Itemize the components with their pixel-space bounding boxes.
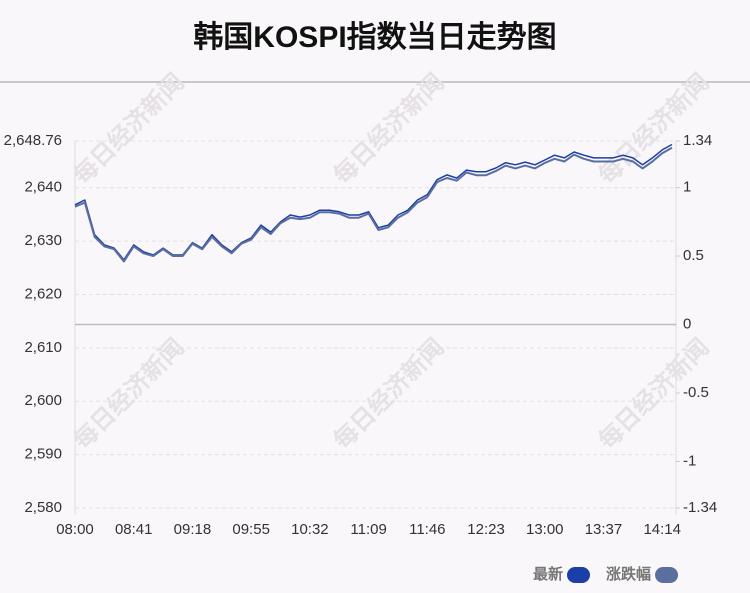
y-tick-label: 2,620 — [24, 285, 62, 302]
y-tick-label: 2,610 — [24, 339, 62, 356]
legend-swatch — [655, 567, 679, 583]
y2-tick-label: 0 — [683, 315, 691, 332]
y-tick-label: 2,630 — [24, 232, 62, 249]
x-tick-label: 09:55 — [232, 521, 270, 538]
x-tick-label: 08:00 — [56, 521, 94, 538]
x-tick-label: 10:32 — [291, 521, 329, 538]
legend-label: 最新 — [533, 565, 563, 583]
y-tick-label: 2,648.76 — [4, 132, 62, 149]
x-tick-label: 08:41 — [115, 521, 153, 538]
y-tick-label: 2,590 — [24, 446, 62, 463]
x-tick-label: 09:18 — [174, 521, 212, 538]
x-tick-label: 11:09 — [350, 521, 386, 538]
x-tick-label: 14:14 — [643, 521, 681, 538]
y-tick-label: 2,580 — [24, 499, 62, 516]
legend-swatch — [567, 567, 591, 583]
y2-tick-label: 0.5 — [683, 247, 704, 264]
series-line — [74, 146, 673, 263]
y2-tick-label: -1.34 — [683, 499, 717, 516]
y2-tick-label: -0.5 — [683, 384, 709, 401]
x-tick-label: 11:46 — [409, 521, 445, 538]
x-tick-label: 13:00 — [526, 521, 564, 538]
y2-tick-label: -1 — [683, 452, 696, 469]
x-tick-label: 12:23 — [467, 521, 505, 538]
y-tick-label: 2,600 — [24, 392, 62, 409]
chart-title: 韩国KOSPI指数当日走势图 — [193, 21, 556, 54]
legend-label: 涨跌幅 — [606, 565, 651, 583]
y-tick-label: 2,640 — [24, 179, 62, 196]
y2-tick-label: 1.34 — [683, 132, 712, 149]
x-tick-label: 13:37 — [585, 521, 623, 538]
y2-tick-label: 1 — [683, 179, 691, 196]
